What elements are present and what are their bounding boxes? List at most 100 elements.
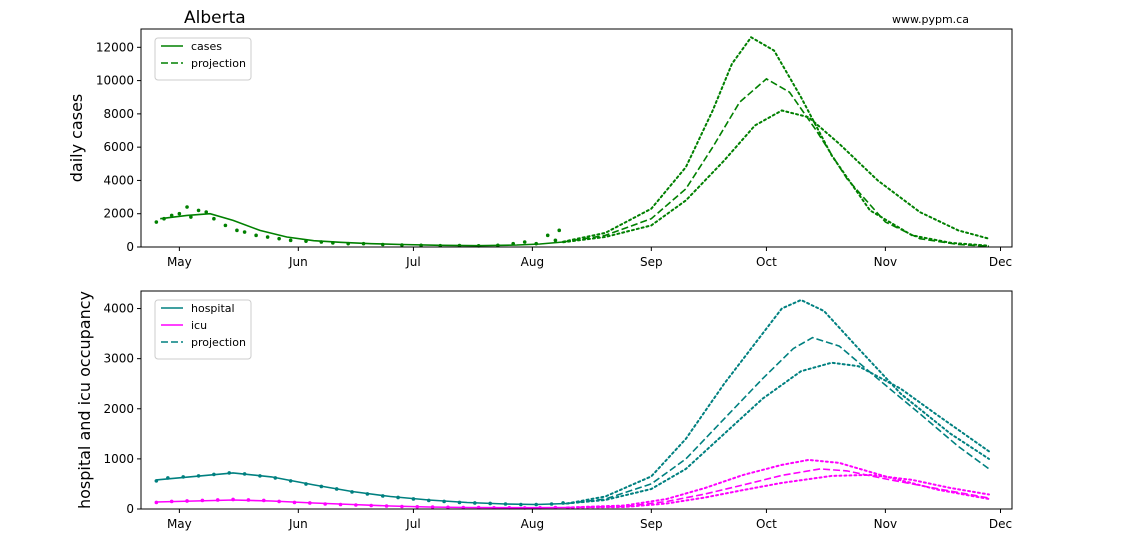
icu-point (369, 503, 374, 508)
x-tick-label: Jul (405, 255, 420, 269)
x-tick-label: Dec (989, 517, 1012, 531)
y-tick-label: 4000 (103, 302, 134, 316)
hospital-point (503, 502, 508, 506)
legend-box (154, 37, 252, 81)
case-point (457, 243, 462, 248)
hospital-point (519, 502, 523, 507)
icu-point (354, 503, 358, 507)
hospital-point (212, 472, 216, 477)
hospital-point (534, 502, 539, 507)
x-tick-label: Nov (874, 255, 897, 269)
y-tick-label: 0 (126, 502, 134, 516)
case-point (319, 240, 324, 244)
hospital-point (181, 475, 186, 479)
hospital-point (365, 492, 370, 496)
series-line-cases (160, 212, 564, 247)
legend-label: projection (191, 57, 246, 70)
case-point (380, 242, 385, 247)
hospital-point (154, 479, 159, 483)
icu-point (185, 499, 189, 503)
x-tick-label: Jun (288, 517, 308, 531)
y-tick-label: 3000 (103, 352, 134, 366)
axes-frame (140, 28, 1013, 248)
hospital-point (488, 501, 492, 506)
series-line-dotted-band (565, 458, 990, 509)
icu-point (461, 505, 466, 510)
y-tick-label: 6000 (103, 140, 134, 154)
series-line-dotted-band (562, 109, 990, 244)
case-point (419, 243, 423, 248)
x-tick-label: Oct (756, 255, 777, 269)
icu-point (323, 502, 327, 506)
hospital-point (411, 497, 416, 501)
occupancy-panel: 0 1000 2000 3000 4000 May Jun Jul Aug Sep Oct Nov De… (75, 290, 1013, 531)
x-tick-label: Aug (521, 255, 544, 269)
icu-point (246, 498, 251, 502)
case-point (196, 208, 201, 213)
icu-point (446, 505, 450, 510)
legend-label: cases (191, 40, 222, 53)
x-tick-label: Nov (874, 517, 897, 531)
hospital-point (473, 501, 477, 505)
hospital-point (273, 476, 278, 480)
legend-label: projection (191, 336, 246, 349)
icu-point (169, 499, 174, 504)
hospital-point (396, 495, 400, 500)
hospital-point (561, 501, 565, 505)
icu-point (292, 500, 297, 505)
x-tick-label: Jul (405, 517, 420, 531)
series-line-dotted-band (565, 298, 990, 505)
case-point (557, 228, 562, 233)
case-point (242, 230, 247, 234)
icu-point (415, 504, 420, 509)
case-point (212, 216, 216, 221)
case-point (169, 213, 174, 218)
hospital-point (258, 474, 262, 478)
x-tick-label: Sep (640, 517, 663, 531)
cases-panel: 0 2000 4000 6000 8000 10000 12000 May Jun Jul Aug S… (67, 28, 1013, 269)
case-point (553, 238, 558, 243)
x-tick-label: Jun (288, 255, 308, 269)
case-point (346, 241, 350, 246)
y-tick-label: 12000 (96, 40, 134, 54)
x-tick-label: Oct (756, 517, 777, 531)
axes-frame (140, 290, 1013, 510)
legend-label: hospital (191, 302, 235, 315)
series-line-projection (566, 336, 990, 505)
hospital-point (196, 474, 201, 478)
case-point (288, 238, 293, 243)
case-point (223, 223, 228, 228)
hospital-point (319, 484, 324, 489)
hospital-point (304, 482, 308, 486)
case-point (189, 215, 193, 219)
case-point (154, 220, 159, 224)
hospital-point (166, 476, 170, 480)
hospital-point (288, 479, 293, 483)
hospital-point (549, 502, 554, 506)
x-tick-label: May (167, 517, 192, 531)
hospital-point (426, 498, 431, 503)
case-point (400, 243, 404, 247)
series-line-dotted-band (565, 361, 990, 505)
icu-point (277, 499, 281, 504)
watermark-text: www.pypm.ca (892, 13, 969, 26)
case-point (522, 240, 527, 244)
case-point (511, 241, 515, 246)
series-line-dashed-band (566, 468, 990, 509)
icu-point (430, 505, 435, 509)
hospital-point (442, 499, 446, 504)
y-tick-label: 2000 (103, 207, 134, 221)
icu-point (261, 498, 266, 503)
case-point (265, 235, 270, 239)
hospital-point (334, 487, 339, 491)
x-tick-label: Sep (640, 255, 663, 269)
case-point (545, 233, 550, 238)
y-tick-label: 2000 (103, 402, 134, 416)
icu-point (476, 505, 481, 510)
icu-point (338, 502, 343, 507)
case-point (304, 239, 308, 243)
x-tick-label: May (167, 255, 192, 269)
case-point (534, 241, 539, 246)
case-point (162, 216, 166, 221)
